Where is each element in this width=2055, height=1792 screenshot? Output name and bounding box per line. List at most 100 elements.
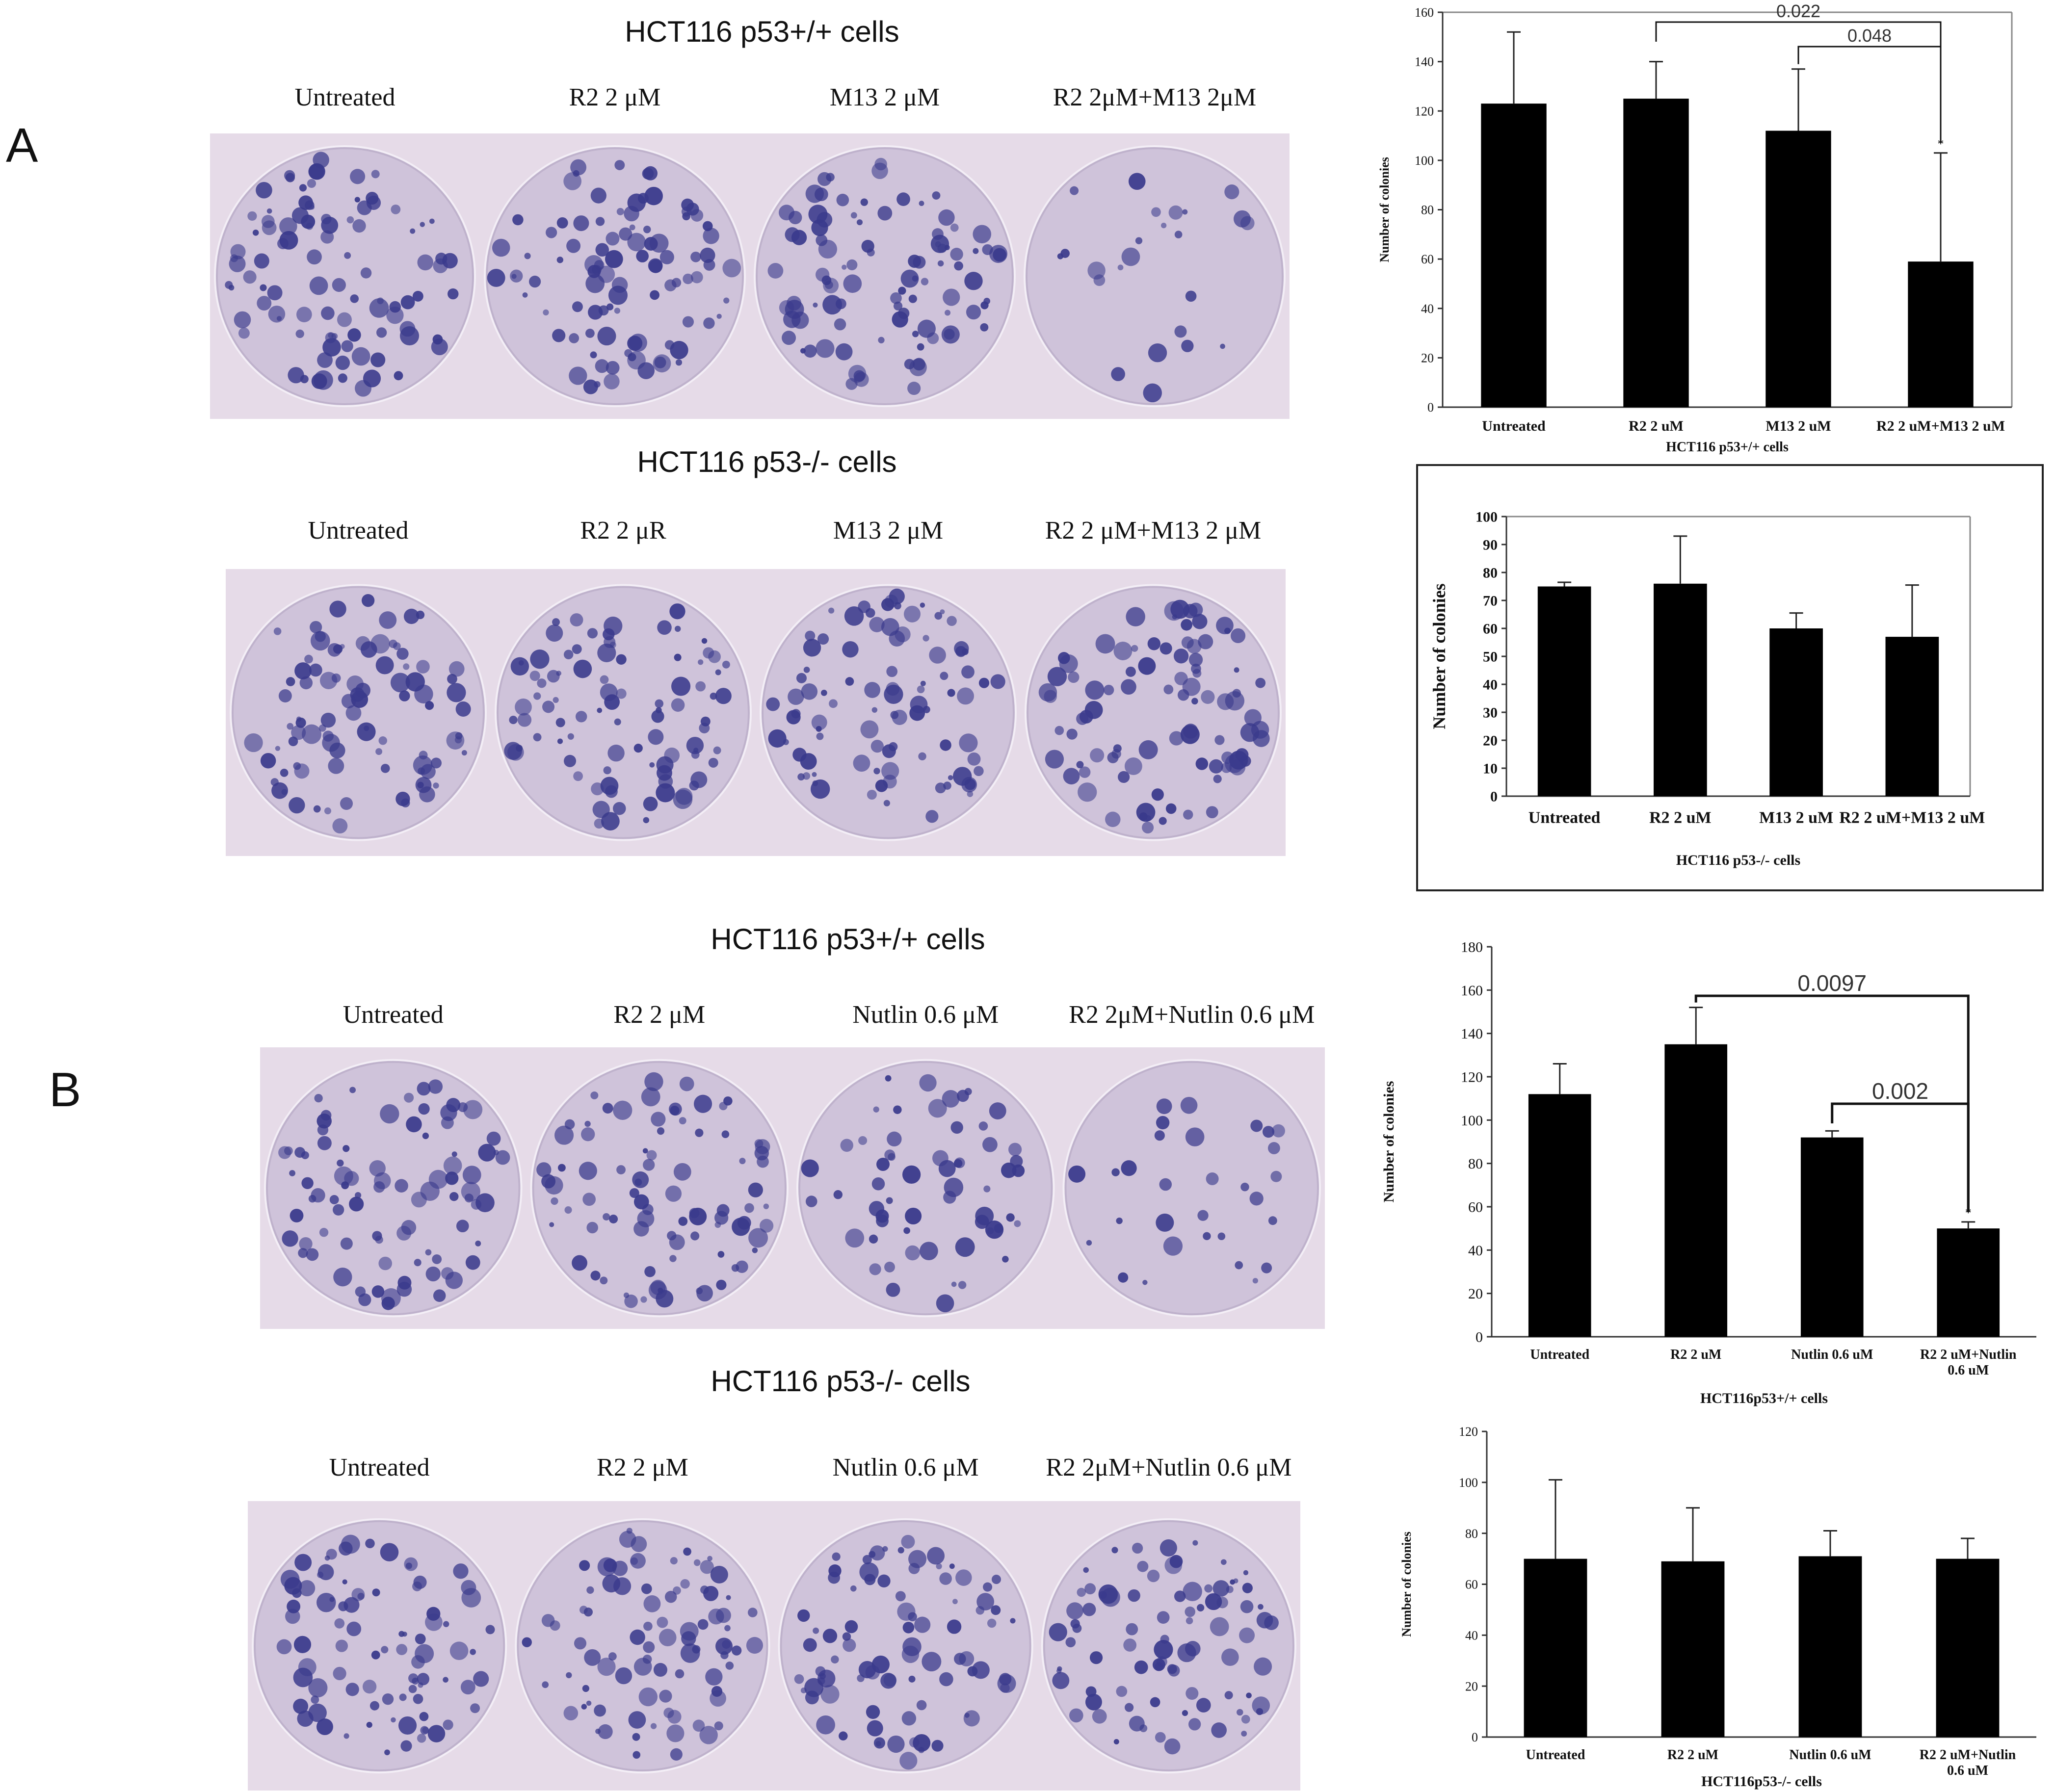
- colony: [1185, 1606, 1196, 1617]
- colony: [976, 1593, 995, 1610]
- colony: [721, 1130, 730, 1139]
- colony: [963, 1710, 980, 1727]
- colony: [598, 1724, 613, 1740]
- colony: [461, 750, 467, 756]
- colony: [815, 1666, 826, 1677]
- colony: [633, 744, 643, 753]
- colony: [252, 230, 259, 236]
- colony: [700, 1560, 714, 1574]
- colony: [882, 1546, 888, 1552]
- colony: [643, 817, 650, 824]
- colony: [573, 771, 583, 781]
- colony: [824, 281, 833, 289]
- colony: [716, 1279, 727, 1290]
- colony: [796, 673, 807, 683]
- colony: [1118, 771, 1130, 783]
- colony: [897, 1547, 904, 1554]
- colony: [1177, 689, 1189, 701]
- colony: [464, 1194, 474, 1203]
- colony: [1047, 667, 1067, 686]
- colony: [340, 644, 345, 649]
- colony: [1229, 751, 1248, 770]
- colony: [403, 663, 410, 670]
- colony: [949, 1563, 955, 1569]
- colony: [549, 1222, 554, 1227]
- colony: [947, 616, 957, 626]
- colony: [1186, 1617, 1193, 1625]
- colony: [930, 234, 949, 253]
- colony: [1001, 1162, 1017, 1178]
- well-label: M13 2 μM: [830, 83, 940, 111]
- colony: [757, 1155, 769, 1168]
- x-axis-label: HCT116p53+/+ cells: [1700, 1390, 1828, 1406]
- colony: [955, 1237, 975, 1257]
- colony: [883, 1673, 897, 1687]
- colony: [390, 673, 410, 693]
- y-tick-label: 0: [1427, 400, 1434, 415]
- colony: [972, 1661, 990, 1679]
- colony: [613, 1577, 632, 1595]
- colony: [835, 343, 853, 361]
- colony: [361, 594, 375, 607]
- colony: [983, 1185, 991, 1193]
- colony: [816, 732, 824, 740]
- colony: [400, 1740, 412, 1752]
- colony: [379, 611, 397, 629]
- x-tick-label: R2 2 uM+Nutlin 0.6 uM: [1920, 1347, 2017, 1378]
- colony: [342, 1145, 350, 1152]
- colony: [441, 1267, 454, 1280]
- colony: [641, 1583, 652, 1594]
- colony: [268, 305, 286, 323]
- colony: [1241, 1714, 1250, 1724]
- colony: [925, 810, 939, 823]
- colony: [1168, 205, 1183, 220]
- colony: [1173, 649, 1189, 664]
- colony: [294, 1554, 312, 1571]
- colony: [445, 1171, 459, 1185]
- colony: [311, 1188, 325, 1203]
- colony: [867, 789, 877, 800]
- colony: [812, 772, 817, 777]
- colony: [871, 707, 878, 713]
- colony: [989, 1102, 1006, 1119]
- colony: [659, 250, 674, 264]
- colony: [901, 1711, 917, 1726]
- colony: [714, 1721, 723, 1731]
- colony: [982, 1137, 998, 1152]
- colony: [1014, 1220, 1021, 1227]
- colony: [380, 764, 390, 773]
- colony: [425, 1613, 443, 1631]
- colony: [518, 660, 524, 666]
- colony: [601, 812, 620, 831]
- colony: [1038, 683, 1057, 702]
- colony: [1095, 634, 1115, 654]
- colony: [1111, 367, 1125, 381]
- colony: [335, 355, 350, 370]
- p-value-label: 0.022: [1776, 1, 1820, 21]
- colony: [425, 701, 434, 710]
- colony: [722, 259, 741, 278]
- colony: [653, 354, 671, 373]
- colony: [643, 796, 658, 811]
- colony: [333, 1666, 346, 1681]
- colony: [991, 1605, 1001, 1615]
- y-tick-label: 50: [1483, 649, 1498, 665]
- colony: [413, 1693, 423, 1704]
- colony: [1231, 628, 1246, 644]
- colony: [700, 716, 711, 727]
- colony: [958, 1281, 967, 1289]
- colony: [415, 1634, 426, 1644]
- colony: [347, 328, 361, 342]
- colony: [1070, 1619, 1080, 1629]
- colony: [1243, 1570, 1249, 1576]
- colony: [395, 1179, 408, 1193]
- colony: [1124, 757, 1142, 775]
- colony: [1155, 1732, 1166, 1743]
- colony: [947, 689, 955, 697]
- colony: [1174, 231, 1183, 238]
- colony: [371, 1285, 385, 1298]
- colony: [817, 172, 832, 186]
- colony: [417, 1734, 426, 1743]
- colony: [950, 248, 963, 261]
- colony: [876, 1157, 890, 1171]
